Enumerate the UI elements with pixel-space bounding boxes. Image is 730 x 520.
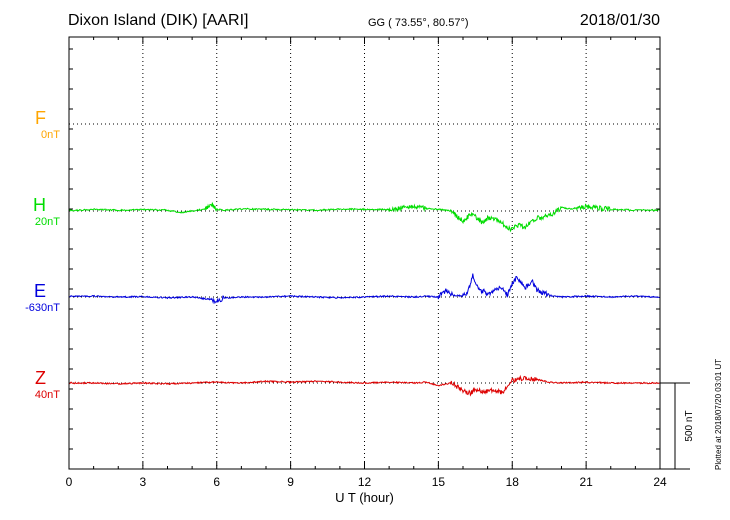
component-Z-label-group: Z 40nT [0,368,66,401]
component-E-label-group: E -630nT [0,281,66,314]
series-line-H [68,202,661,233]
component-Z-name: Z [35,368,46,388]
station-title: Dixon Island (DIK) [AARI] [68,12,249,29]
tick-layer: 0 3 6 9 12 15 18 21 24 [66,37,667,489]
component-H-label-group: H 20nT [0,195,66,228]
x-tick-label-12: 12 [358,475,372,489]
x-axis-title: U T (hour) [335,490,394,505]
x-tick-label-0: 0 [66,475,73,489]
component-E-name: E [33,281,46,301]
plot-date: 2018/01/30 [579,12,660,29]
x-tick-label-15: 15 [432,475,446,489]
component-H-name: H [33,195,46,215]
grid-layer [69,37,660,469]
x-tick-label-9: 9 [287,475,294,489]
series-line-E [68,273,661,305]
component-H-baseline: 20nT [34,216,60,228]
geographic-coordinates: GG ( 73.55°, 80.57°) [368,17,469,29]
component-E-baseline: -630nT [25,302,60,314]
component-Z-baseline: 40nT [34,389,60,401]
x-tick-label-21: 21 [579,475,593,489]
scale-bar: 500 nT [660,382,695,470]
component-F-baseline: 0nT [41,129,60,141]
series-layer [68,202,661,397]
x-tick-label-24: 24 [653,475,667,489]
x-tick-label-3: 3 [140,475,147,489]
x-tick-label-6: 6 [213,475,220,489]
scale-bar-label: 500 nT [684,410,695,441]
series-line-Z [69,374,661,397]
component-F-label-group: F 0nT [0,108,66,141]
x-tick-label-18: 18 [506,475,520,489]
component-F-name: F [35,108,46,128]
